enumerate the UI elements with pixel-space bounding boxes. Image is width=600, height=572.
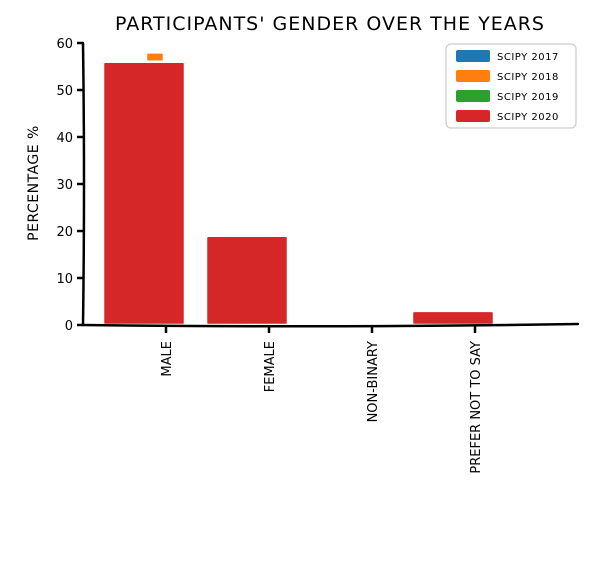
series-4 bbox=[101, 60, 496, 327]
bar bbox=[410, 309, 496, 327]
legend-label: SCIPY 2017 bbox=[497, 52, 559, 63]
legend-label: SCIPY 2019 bbox=[497, 92, 559, 103]
legend-label: SCIPY 2018 bbox=[497, 72, 559, 83]
y-tick-label: 50 bbox=[56, 84, 73, 99]
y-tick-label: 30 bbox=[56, 178, 73, 193]
legend-swatch bbox=[456, 110, 490, 122]
legend-frame bbox=[445, 43, 577, 129]
axes-layer: 0 10 20 30 40 50 60 MALE FEMALE NON-BINARY PREFER … bbox=[56, 37, 580, 474]
legend-swatch bbox=[456, 70, 490, 82]
y-tick-label: 0 bbox=[65, 319, 73, 334]
legend: SCIPY 2017 SCIPY 2018 SCIPY 2019 SCIPY 2020 bbox=[445, 43, 577, 129]
legend-label: SCIPY 2020 bbox=[497, 112, 559, 123]
legend-swatch bbox=[456, 50, 490, 62]
x-axis-line bbox=[81, 322, 580, 328]
x-tick-label: NON-BINARY bbox=[366, 341, 381, 422]
y-tick-label: 20 bbox=[56, 225, 73, 240]
x-tick-label: PREFER NOT TO SAY bbox=[469, 341, 484, 474]
bars-layer bbox=[101, 51, 496, 327]
bar bbox=[204, 234, 290, 327]
y-tick-label: 60 bbox=[56, 37, 73, 52]
y-axis-line bbox=[81, 41, 86, 327]
y-tick-label: 40 bbox=[56, 131, 73, 146]
y-tick-label: 10 bbox=[56, 272, 73, 287]
chart-title: PARTICIPANTS' GENDER OVER THE YEARS bbox=[115, 13, 545, 35]
x-tick-label: MALE bbox=[160, 341, 175, 377]
x-tick-label: FEMALE bbox=[263, 341, 278, 392]
series-2 bbox=[144, 51, 475, 327]
legend-swatch bbox=[456, 90, 490, 102]
bar bbox=[101, 60, 187, 327]
y-axis-label: PERCENTAGE % bbox=[26, 125, 42, 241]
